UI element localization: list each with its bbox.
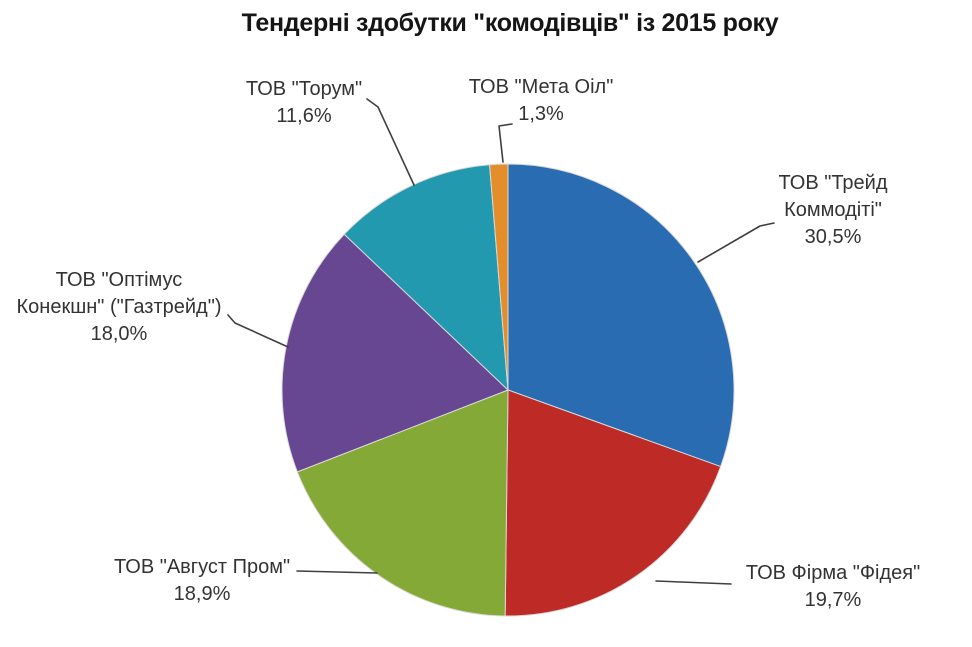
pie-slices	[281, 163, 735, 617]
pie-slice-2	[504, 389, 722, 617]
leader-line-treid-kommoditi	[697, 222, 775, 263]
pie-slice-3	[296, 389, 509, 617]
slice-label-percent: 1,3%	[518, 103, 564, 125]
slice-label-percent: 11,6%	[276, 105, 332, 127]
slice-label-line: ТОВ "Август Пром"	[113, 556, 291, 578]
pie-slice-5	[343, 164, 509, 391]
leader-line-avgust-prom	[296, 570, 378, 574]
slice-label-line: ТОВ "Трейд	[778, 172, 888, 194]
slice-label-percent: 30,5%	[804, 226, 862, 248]
slice-label-percent: 18,0%	[90, 323, 148, 345]
slice-label-meta-oil: ТОВ "Мета Оіл" 1,3%	[469, 74, 614, 128]
slice-label-percent: 19,7%	[804, 589, 862, 611]
slice-label-percent: 18,9%	[173, 583, 231, 605]
pie-slice-6	[489, 163, 509, 391]
leader-line-meta-oil	[498, 123, 513, 163]
leader-line-torum	[366, 98, 415, 186]
slice-label-avgust-prom: ТОВ "Август Пром" 18,9%	[114, 554, 290, 608]
pie-slice-1	[507, 163, 735, 468]
slice-label-line: Конекшн" ("Газтрейд")	[16, 296, 222, 318]
slice-label-line: ТОВ "Мета Оіл"	[468, 76, 614, 98]
slice-label-line: Коммодіті"	[784, 199, 882, 221]
slice-label-line: ТОВ "Оптімус	[55, 269, 183, 291]
slice-label-optimus-konekshn: ТОВ "Оптімус Конекшн" ("Газтрейд") 18,0%	[17, 267, 222, 348]
leader-line-optimus-konekshn	[227, 314, 289, 348]
leader-lines	[227, 98, 775, 585]
slice-label-line: ТОВ Фірма "Фідея"	[745, 562, 921, 584]
leader-line-fideya	[655, 580, 732, 585]
slice-label-torum: ТОВ "Торум" 11,6%	[246, 76, 362, 130]
slice-label-line: ТОВ "Торум"	[245, 78, 363, 100]
slice-label-treid-kommoditi: ТОВ "Трейд Коммодіті" 30,5%	[778, 170, 887, 251]
chart-title: Тендерні здобутки "комодівців" із 2015 р…	[241, 9, 779, 37]
slice-label-fideya: ТОВ Фірма "Фідея" 19,7%	[746, 560, 920, 614]
